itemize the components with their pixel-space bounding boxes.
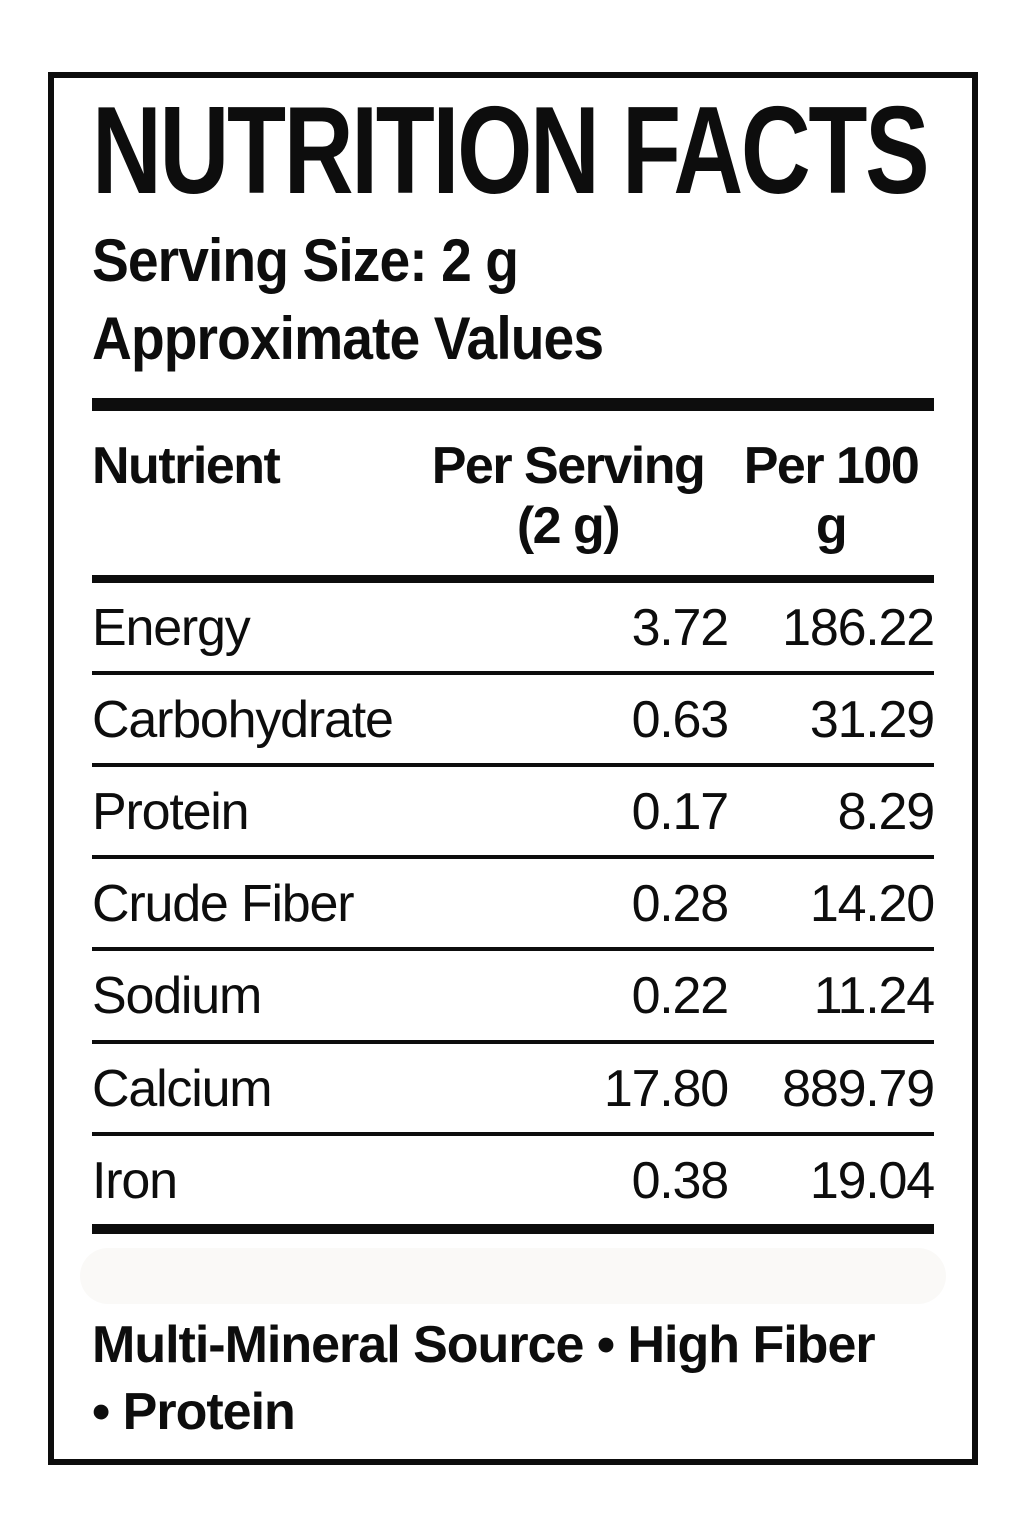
per-100g-value: 889.79 [728,1041,935,1136]
column-header-nutrient: Nutrient [92,411,408,583]
nutrition-table: Nutrient Per Serving (2 g) Per 100 g Ene… [92,411,935,1234]
scan-shadow-band [80,1247,946,1304]
per-100g-value: 186.22 [728,578,935,675]
per-100g-value: 19.04 [728,1133,935,1234]
table-row: Carbohydrate 0.63 31.29 [92,672,935,768]
nutrient-name: Calcium [92,1041,408,1136]
per-serving-value: 17.80 [408,1041,729,1136]
footer-line-2: • Protein [92,1383,296,1442]
table-row: Sodium 0.22 11.24 [92,949,935,1044]
table-row: Protein 0.17 8.29 [92,765,935,860]
per-100g-value: 8.29 [728,765,935,860]
column-header-per-serving: Per Serving (2 g) [408,411,728,583]
table-row: Energy 3.72 186.22 [92,578,935,675]
per-serving-value: 0.22 [408,949,729,1044]
per-serving-value: 0.17 [408,765,729,860]
header-divider-bar [92,398,934,412]
nutrient-name: Carbohydrate [92,672,408,768]
nutrient-name: Sodium [92,949,408,1044]
per-100g-value: 14.20 [728,857,935,952]
per-serving-value: 0.28 [408,857,729,952]
nutrient-name: Crude Fiber [92,857,408,952]
per-100g-value: 11.24 [728,949,935,1044]
footer-text: Multi-Mineral Source • High Fiber • Prot… [92,1312,934,1447]
approximate-values-text: Approximate Values [92,305,604,373]
per-serving-value: 3.72 [408,578,729,675]
serving-info: Serving Size: 2 g Approximate Values [92,222,934,378]
per-100g-value: 31.29 [728,672,935,768]
per-serving-value: 0.38 [408,1133,729,1234]
nutrient-name: Protein [92,765,408,860]
table-row: Crude Fiber 0.28 14.20 [92,857,935,952]
label-title: NUTRITION FACTS [92,82,930,220]
nutrition-label-box: NUTRITION FACTS Serving Size: 2 g Approx… [48,72,978,1465]
table-row: Iron 0.38 19.04 [92,1133,935,1234]
nutrient-name: Energy [92,578,408,675]
serving-size-text: Serving Size: 2 g [92,227,519,295]
table-row: Calcium 17.80 889.79 [92,1041,935,1136]
table-header-row: Nutrient Per Serving (2 g) Per 100 g [92,411,934,583]
per-serving-value: 0.63 [408,672,729,768]
footer-line-1: Multi-Mineral Source • High Fiber [92,1315,876,1374]
column-header-per-100g: Per 100 g [728,411,934,583]
nutrient-name: Iron [92,1133,408,1234]
